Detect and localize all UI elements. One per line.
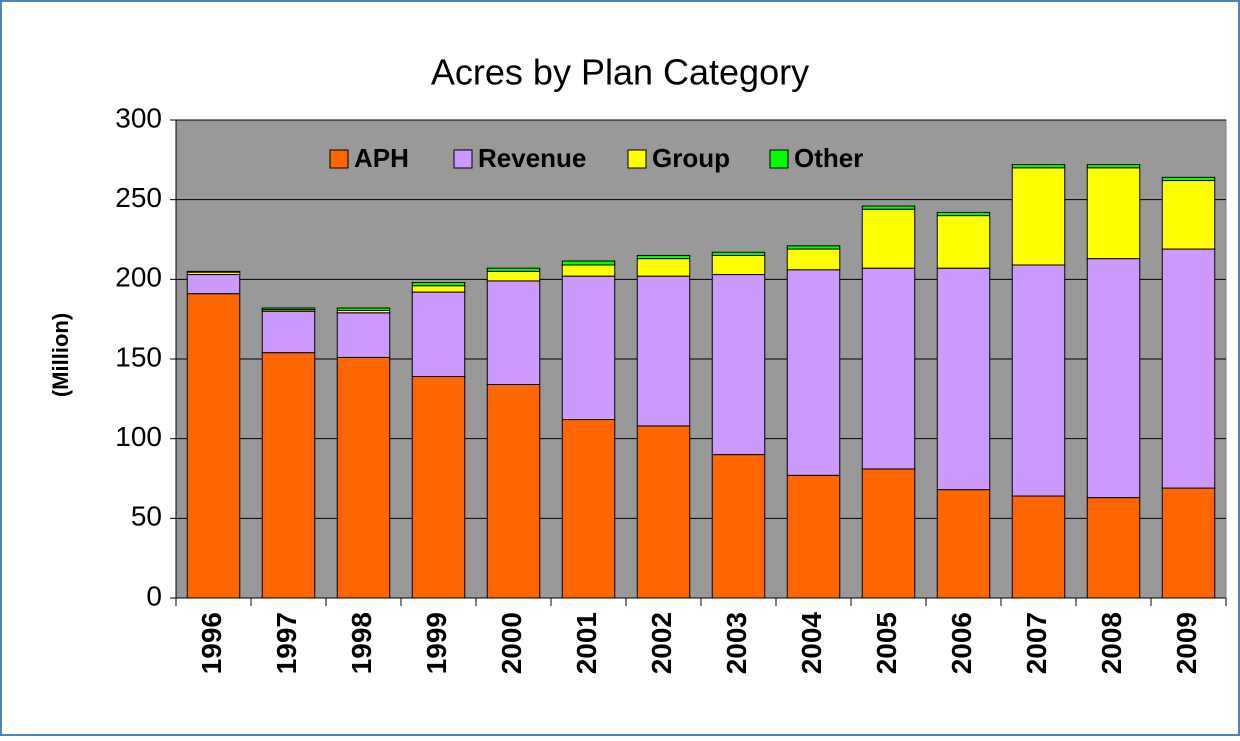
bar-segment <box>486 383 541 599</box>
bar-segment <box>261 352 316 599</box>
bar-segment <box>411 291 466 378</box>
bar-segment <box>936 211 991 217</box>
bar-segment <box>636 275 691 427</box>
bar-segment <box>1086 167 1141 260</box>
bar-segment <box>1086 258 1141 499</box>
bar-segment <box>411 282 466 287</box>
x-tick-label: 1997 <box>271 612 302 674</box>
x-tick-label: 2000 <box>496 612 527 674</box>
bar-segment <box>711 454 766 599</box>
chart-title: Acres by Plan Category <box>431 52 809 93</box>
y-axis-label: (Million) <box>48 313 73 397</box>
x-tick-label: 2008 <box>1096 612 1127 674</box>
x-tick-label: 1998 <box>346 612 377 674</box>
legend-swatch <box>627 149 647 169</box>
bar-segment <box>486 270 541 282</box>
bar-segment <box>1011 167 1066 266</box>
bar-segment <box>561 275 616 421</box>
x-tick-label: 2002 <box>646 612 677 674</box>
bar-segment <box>486 280 541 385</box>
bar-segment <box>1086 164 1141 169</box>
bar-segment <box>261 310 316 354</box>
bar-segment <box>711 254 766 276</box>
bar-segment <box>711 251 766 256</box>
bar-segment <box>936 489 991 599</box>
x-tick-label: 2001 <box>571 612 602 674</box>
x-tick-label: 1999 <box>421 612 452 674</box>
bar-segment <box>561 264 616 277</box>
bar-segment <box>336 356 391 599</box>
y-tick-label: 250 <box>115 182 162 213</box>
bar-segment <box>861 208 916 269</box>
x-tick-label: 2005 <box>871 612 902 674</box>
x-tick-label: 2004 <box>796 612 827 675</box>
bar-segment <box>486 267 541 272</box>
bar-segment <box>561 419 616 599</box>
bar-segment <box>186 274 241 295</box>
legend-label: Revenue <box>478 143 586 173</box>
legend-swatch <box>769 149 789 169</box>
bar-segment <box>786 248 841 271</box>
bar-segment <box>186 270 241 273</box>
bar-segment <box>336 307 391 311</box>
bar-segment <box>636 254 691 260</box>
bar-segment <box>786 245 841 250</box>
legend-label: Other <box>794 143 863 173</box>
bar-segment <box>561 260 616 266</box>
bar-segment <box>861 267 916 470</box>
bar-segment <box>636 425 691 599</box>
legend-label: Group <box>652 143 730 173</box>
bar-segment <box>1086 497 1141 599</box>
legend-label: APH <box>354 143 409 173</box>
y-tick-label: 50 <box>131 501 162 532</box>
bar-segment <box>1011 164 1066 169</box>
bar-segment <box>261 307 316 311</box>
y-tick-label: 200 <box>115 262 162 293</box>
bar-segment <box>936 215 991 269</box>
y-tick-label: 300 <box>115 102 162 133</box>
x-tick-label: 2007 <box>1021 612 1052 674</box>
bar-segment <box>636 258 691 277</box>
bar-segment <box>186 293 241 599</box>
x-tick-label: 1996 <box>196 612 227 674</box>
bar-segment <box>1161 176 1216 182</box>
bar-segment <box>1011 495 1066 599</box>
bar-segment <box>411 376 466 599</box>
legend-swatch <box>453 149 473 169</box>
bar-segment <box>1161 180 1216 250</box>
bar-segment <box>1011 264 1066 497</box>
legend-swatch <box>329 149 349 169</box>
y-tick-label: 0 <box>146 580 162 611</box>
bar-segment <box>786 474 841 599</box>
x-tick-label: 2009 <box>1171 612 1202 674</box>
bar-segment <box>786 269 841 476</box>
bar-segment <box>861 205 916 210</box>
x-tick-label: 2003 <box>721 612 752 674</box>
bar-segment <box>1161 487 1216 599</box>
bar-segment <box>1161 248 1216 489</box>
bar-segment <box>861 468 916 599</box>
bar-segment <box>411 285 466 293</box>
bar-segment <box>711 274 766 456</box>
y-tick-label: 150 <box>115 341 162 372</box>
bar-segment <box>336 312 391 358</box>
y-tick-label: 100 <box>115 421 162 452</box>
x-tick-label: 2006 <box>946 612 977 674</box>
bar-segment <box>936 267 991 491</box>
